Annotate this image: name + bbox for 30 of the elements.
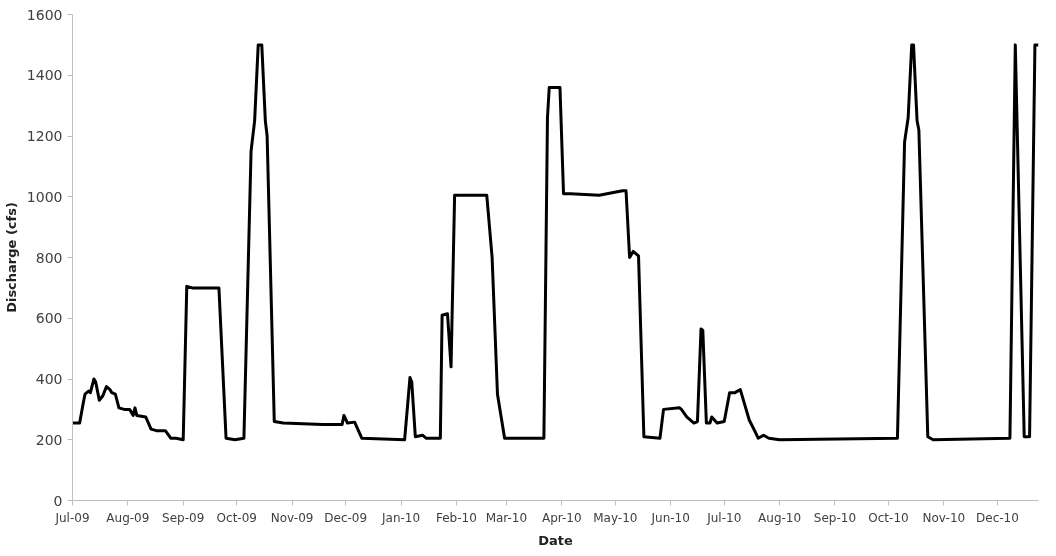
y-tick-label: 200 <box>35 431 63 448</box>
x-tick-label: Jul-09 <box>54 510 90 525</box>
y-tick-label: 600 <box>35 310 63 327</box>
x-tick-label: Aug-10 <box>758 510 802 525</box>
y-axis-title: Discharge (cfs) <box>3 202 19 313</box>
x-tick-label: Oct-10 <box>868 510 909 525</box>
x-tick-label: Jun-10 <box>650 510 690 525</box>
y-tick-label: 800 <box>35 249 63 266</box>
x-tick-label: Nov-10 <box>922 510 966 525</box>
y-tick-label: 1200 <box>26 128 63 144</box>
y-tick-label: 400 <box>35 371 63 387</box>
y-tick-label: 1000 <box>26 188 63 205</box>
x-tick-label: Sep-09 <box>162 510 205 525</box>
x-tick-label: Sep-10 <box>813 510 857 525</box>
x-tick-label: Apr-10 <box>541 510 582 525</box>
x-tick-label: Dec-10 <box>976 510 1019 525</box>
x-tick-label: May-10 <box>593 510 638 525</box>
y-tick-label: 1400 <box>26 67 63 84</box>
x-tick-label: Nov-09 <box>270 510 314 525</box>
x-tick-label: Dec-09 <box>324 510 368 525</box>
line-series <box>72 43 1039 442</box>
y-tick-label: 1600 <box>26 6 63 23</box>
x-tick-label: Mar-10 <box>485 510 528 525</box>
y-tick-label: 0 <box>53 492 63 509</box>
x-tick-label: Jul-10 <box>706 510 742 525</box>
x-axis-title: Date <box>538 532 573 548</box>
x-tick-label: Feb-10 <box>435 510 477 525</box>
x-tick-label: Jan-10 <box>381 510 421 525</box>
x-tick-label: Oct-09 <box>216 510 257 525</box>
x-tick-label: Aug-09 <box>106 510 150 525</box>
